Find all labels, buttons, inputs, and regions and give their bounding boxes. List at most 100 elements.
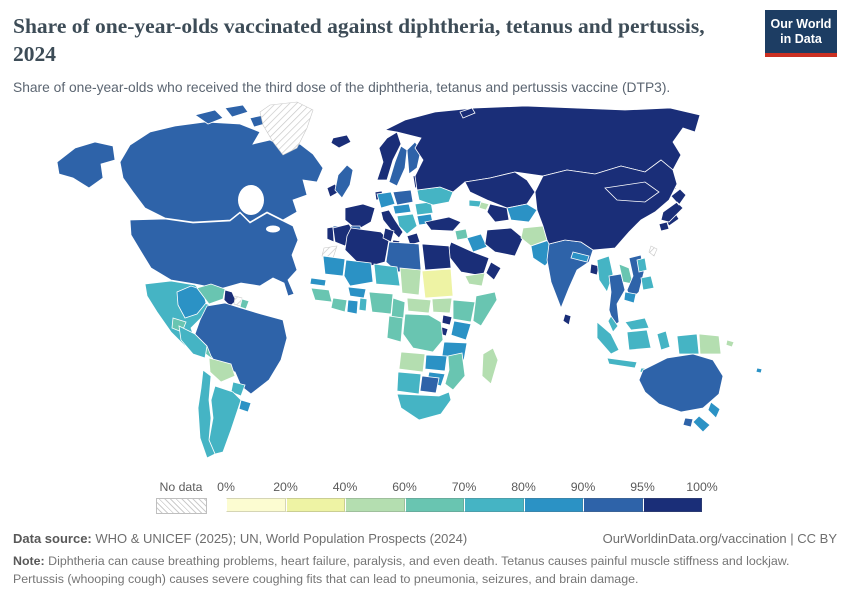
region-india[interactable] [546, 239, 594, 310]
region-zambia[interactable] [424, 354, 448, 372]
region-iceland[interactable] [330, 134, 352, 149]
region-yemen[interactable] [464, 272, 486, 287]
legend-bin-80-90%[interactable] [523, 498, 583, 512]
region-madagascar[interactable] [481, 347, 499, 385]
region-sudan[interactable] [421, 268, 454, 299]
region-georgia[interactable] [468, 199, 482, 208]
region-argentina[interactable] [208, 385, 242, 455]
data-source-label: Data source: [13, 531, 92, 546]
region-ethiopia[interactable] [452, 299, 476, 323]
region-turkey[interactable] [424, 216, 462, 232]
region-kenya[interactable] [450, 320, 472, 341]
region-brazil[interactable] [194, 302, 288, 395]
region-fiji[interactable] [755, 367, 763, 374]
region-portugal[interactable] [326, 226, 335, 243]
region-angola[interactable] [398, 351, 426, 373]
region-solomon-islands[interactable] [725, 339, 735, 348]
world-map [45, 100, 805, 470]
region-usa[interactable] [129, 212, 299, 297]
legend-tick-70%: 70% [451, 480, 477, 494]
legend-bin-70-80%[interactable] [464, 498, 524, 512]
owid-link[interactable]: OurWorldinData.org/vaccination [602, 531, 787, 546]
data-source: Data source: WHO & UNICEF (2025); UN, Wo… [13, 531, 467, 546]
region-burkina-faso[interactable] [347, 286, 367, 299]
region-czech-austria[interactable] [392, 203, 412, 215]
region-iran[interactable] [484, 227, 524, 257]
region-french-guiana[interactable] [239, 298, 250, 310]
legend-bin-40-60%[interactable] [345, 498, 405, 512]
region-congo-gabon[interactable] [386, 315, 404, 343]
region-drc[interactable] [402, 313, 444, 353]
legend-bin-90-95%[interactable] [583, 498, 643, 512]
region-greece[interactable] [406, 232, 421, 246]
legend-no-data-swatch[interactable] [156, 498, 207, 514]
region-arctic-islands[interactable] [459, 107, 476, 119]
region-australia[interactable] [638, 353, 724, 428]
great-lakes [266, 225, 280, 233]
region-ghana[interactable] [346, 299, 359, 315]
region-somalia[interactable] [472, 291, 498, 327]
region-mozambique[interactable] [444, 352, 466, 391]
region-uk[interactable] [334, 164, 354, 199]
region-paraguay[interactable] [230, 381, 246, 397]
region-senegal[interactable] [309, 277, 327, 287]
region-taiwan[interactable] [648, 245, 658, 257]
legend-tick-95%: 95% [630, 480, 655, 494]
region-turkmenistan[interactable] [486, 203, 510, 223]
region-guinea[interactable] [310, 287, 333, 303]
region-new-zealand[interactable] [692, 401, 721, 433]
region-bangladesh[interactable] [589, 263, 600, 276]
legend-bin-95-100%[interactable] [642, 498, 702, 512]
region-canada[interactable] [119, 121, 324, 223]
region-sri-lanka[interactable] [562, 313, 572, 326]
region-kazakhstan[interactable] [464, 171, 536, 209]
region-namibia[interactable] [396, 371, 422, 395]
note-text: Diphtheria can cause breathing problems,… [13, 554, 790, 586]
region-malaysia[interactable] [607, 315, 650, 333]
region-south-sudan[interactable] [431, 297, 453, 314]
region-colombia[interactable] [176, 285, 207, 319]
region-uruguay[interactable] [238, 399, 252, 413]
region-chad[interactable] [399, 267, 422, 296]
region-nigeria[interactable] [368, 291, 394, 315]
region-botswana[interactable] [419, 375, 440, 394]
region-germany[interactable] [376, 191, 396, 209]
region-greenland[interactable] [259, 101, 314, 156]
region-benin-togo[interactable] [358, 297, 368, 312]
region-iraq[interactable] [466, 233, 488, 253]
region-japan[interactable] [658, 188, 687, 232]
region-guyana[interactable] [223, 289, 237, 307]
region-bolivia[interactable] [208, 357, 236, 383]
legend-bin-60-70%[interactable] [404, 498, 464, 512]
region-philippines[interactable] [636, 257, 655, 291]
region-chile[interactable] [197, 369, 216, 459]
region-syria[interactable] [454, 228, 469, 241]
region-oman[interactable] [485, 261, 502, 281]
legend-bin-20-40%[interactable] [285, 498, 345, 512]
region-indonesia[interactable] [596, 321, 700, 376]
region-usa-alaska[interactable] [56, 141, 116, 189]
region-cambodia[interactable] [623, 291, 637, 304]
region-uganda[interactable] [441, 314, 453, 326]
chart-header: Share of one-year-olds vaccinated agains… [13, 12, 743, 97]
region-poland[interactable] [392, 189, 414, 206]
region-mauritania[interactable] [322, 255, 346, 277]
legend-bin-0-20%[interactable] [226, 498, 286, 512]
region-balkans[interactable] [396, 213, 418, 235]
region-central-asia[interactable] [506, 203, 538, 223]
region-central-african-republic[interactable] [406, 297, 432, 314]
region-papua-new-guinea[interactable] [698, 333, 722, 355]
region-egypt[interactable] [421, 243, 452, 271]
region-niger[interactable] [373, 263, 401, 287]
region-cote-divoire[interactable] [330, 297, 348, 313]
region-china[interactable] [534, 159, 678, 251]
region-venezuela[interactable] [196, 283, 226, 305]
owid-logo[interactable]: Our World in Data [765, 10, 837, 57]
region-mali[interactable] [343, 259, 374, 287]
region-france[interactable] [344, 203, 376, 231]
region-azerbaijan[interactable] [478, 201, 490, 211]
region-nepal[interactable] [570, 251, 590, 263]
region-mongolia[interactable] [604, 181, 660, 203]
region-south-africa[interactable] [396, 391, 452, 421]
